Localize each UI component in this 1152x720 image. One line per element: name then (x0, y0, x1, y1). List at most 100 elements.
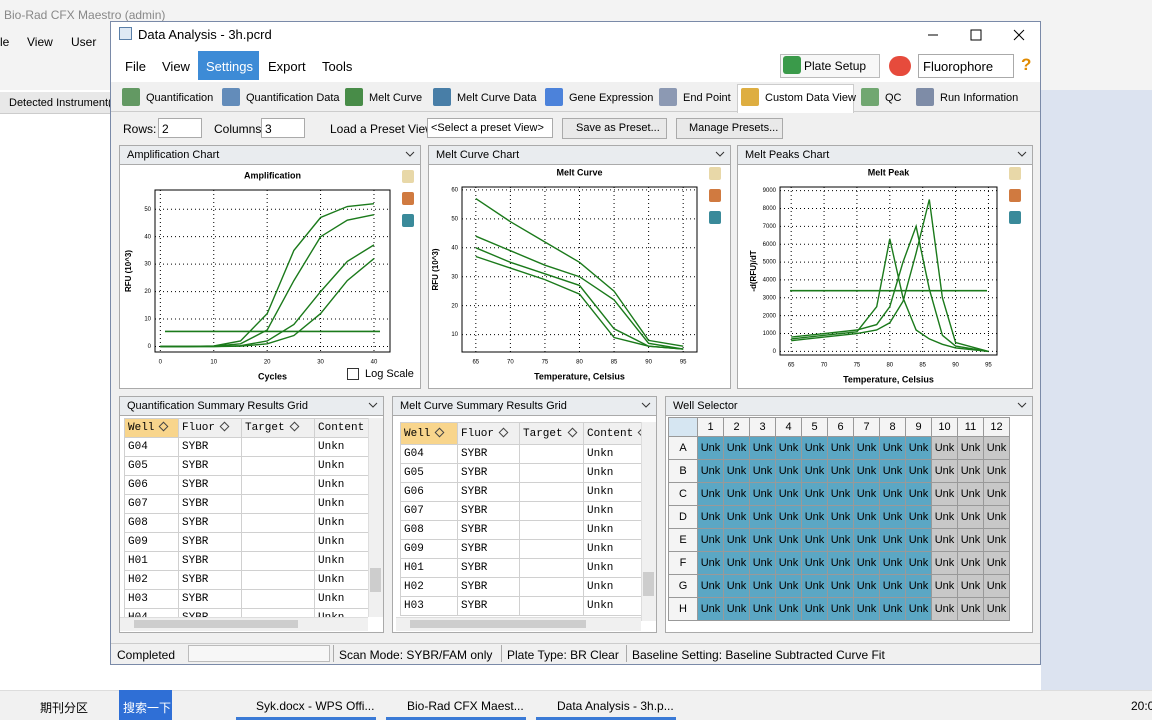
well-row-header[interactable]: C (668, 482, 698, 506)
grid-cell[interactable]: Unkn (314, 456, 368, 476)
tab[interactable]: Run Information (940, 92, 1019, 104)
grid-cell[interactable] (241, 437, 315, 457)
well-cell[interactable]: Unk (801, 436, 828, 460)
tab[interactable]: Quantification Data (246, 92, 340, 104)
grid-cell[interactable]: SYBR (457, 539, 520, 559)
well-cell[interactable]: Unk (749, 459, 776, 483)
taskbar-item[interactable]: 期刊分区 (40, 701, 89, 715)
well-cell[interactable]: Unk (697, 482, 724, 506)
grid-cell[interactable]: H01 (400, 558, 458, 578)
grid-header-label[interactable]: Content (587, 427, 634, 440)
grid-cell[interactable]: Unkn (583, 501, 641, 521)
grid-cell[interactable]: H04 (124, 608, 179, 617)
menu-item[interactable]: Tools (322, 59, 353, 74)
well-cell[interactable]: Unk (801, 482, 828, 506)
tab[interactable]: Gene Expression (569, 92, 654, 104)
well-column-header[interactable]: 8 (879, 417, 906, 437)
well-cell[interactable]: Unk (801, 574, 828, 598)
well-cell[interactable]: Unk (905, 459, 932, 483)
well-row-header[interactable]: F (668, 551, 698, 575)
log-scale-label[interactable]: Log Scale (365, 368, 414, 380)
grid-cell-text[interactable]: Unkn (318, 479, 345, 491)
well-cell[interactable]: Unk (905, 436, 932, 460)
well-cell[interactable]: Unk (983, 551, 1010, 575)
well-cell[interactable]: Unk (957, 597, 984, 621)
grid-cell[interactable]: Unkn (314, 513, 368, 533)
well-cell[interactable]: Unk (775, 436, 802, 460)
well-cell[interactable]: Unk (983, 436, 1010, 460)
grid-cell-text[interactable]: Unkn (587, 581, 614, 593)
well-column-header[interactable]: 9 (905, 417, 932, 437)
grid-cell[interactable]: Unkn (314, 475, 368, 495)
well-cell[interactable]: Unk (879, 528, 906, 552)
grid-header-label[interactable]: Fluor (461, 427, 495, 440)
grid-cell-text[interactable]: H01 (404, 562, 424, 574)
grid-cell[interactable] (519, 501, 584, 521)
menu-item[interactable]: Settings (206, 59, 253, 74)
panel-dropdown[interactable] (1017, 402, 1027, 410)
panel-dropdown[interactable] (1017, 151, 1027, 159)
grid-cell[interactable] (241, 513, 315, 533)
well-column-header[interactable]: 10 (931, 417, 958, 437)
scroll-thumb[interactable] (410, 620, 586, 628)
taskbar-item[interactable]: 搜索一下 (123, 701, 172, 715)
well-cell[interactable]: Unk (723, 597, 750, 621)
grid-cell-text[interactable]: Unkn (587, 543, 614, 555)
well-column-header[interactable]: 3 (749, 417, 776, 437)
grid-cell[interactable]: SYBR (178, 589, 242, 609)
grid-cell-text[interactable]: SYBR (182, 574, 209, 586)
well-row-header[interactable]: D (668, 505, 698, 529)
plate-setup-label[interactable]: Plate Setup (804, 59, 867, 73)
grid-cell[interactable]: SYBR (178, 570, 242, 590)
grid-cell-text[interactable]: H04 (128, 612, 148, 617)
rows-value[interactable]: 2 (162, 122, 169, 136)
grid-cell-text[interactable]: Unkn (587, 600, 614, 612)
tab[interactable]: Melt Curve (369, 92, 423, 104)
grid-cell[interactable]: H02 (400, 577, 458, 597)
well-cell[interactable]: Unk (905, 505, 932, 529)
grid-cell-text[interactable]: SYBR (182, 612, 208, 617)
grid-cell[interactable]: H02 (124, 570, 179, 590)
well-cell[interactable]: Unk (853, 505, 880, 529)
grid-cell[interactable] (241, 532, 315, 552)
grid-cell-text[interactable]: SYBR (182, 593, 209, 605)
tab[interactable]: End Point (683, 92, 731, 104)
grid-header-label[interactable]: Target (523, 427, 563, 440)
well-cell[interactable]: Unk (983, 482, 1010, 506)
well-column-header[interactable]: 5 (801, 417, 828, 437)
grid-cell-text[interactable]: SYBR (461, 581, 488, 593)
grid-cell-text[interactable]: Unkn (318, 460, 345, 472)
grid-cell[interactable]: H03 (400, 596, 458, 616)
well-cell[interactable]: Unk (879, 551, 906, 575)
well-cell[interactable]: Unk (957, 505, 984, 529)
grid-cell-text[interactable]: Unkn (587, 486, 614, 498)
well-cell[interactable]: Unk (983, 528, 1010, 552)
scroll-thumb[interactable] (370, 568, 381, 592)
grid-cell-text[interactable]: Unkn (587, 467, 614, 479)
grid-cell-text[interactable]: Unkn (318, 555, 345, 567)
grid-cell-text[interactable]: SYBR (182, 460, 209, 472)
well-cell[interactable]: Unk (827, 505, 854, 529)
grid-cell[interactable]: SYBR (178, 532, 242, 552)
well-cell[interactable]: Unk (931, 505, 958, 529)
well-cell[interactable]: Unk (697, 574, 724, 598)
grid-cell-text[interactable]: G06 (404, 486, 424, 498)
well-cell[interactable]: Unk (879, 482, 906, 506)
well-cell[interactable]: Unk (905, 597, 932, 621)
grid-header[interactable]: Well (400, 422, 458, 445)
grid-cell-text[interactable]: Unkn (587, 505, 614, 517)
grid-cell-text[interactable]: G09 (404, 543, 424, 555)
grid-cell-text[interactable]: G06 (128, 479, 148, 491)
grid-cell-text[interactable]: Unkn (318, 593, 345, 605)
vertical-scrollbar[interactable] (368, 418, 383, 617)
well-cell[interactable]: Unk (723, 528, 750, 552)
well-cell[interactable]: Unk (801, 505, 828, 529)
menu-item[interactable]: View (162, 59, 190, 74)
grid-cell-text[interactable]: G04 (404, 448, 424, 460)
well-row-header[interactable]: G (668, 574, 698, 598)
taskbar-item[interactable]: 20:0 (1131, 699, 1152, 713)
vertical-scrollbar[interactable] (641, 422, 656, 621)
well-cell[interactable]: Unk (879, 597, 906, 621)
background-menu[interactable]: le (0, 35, 10, 49)
well-cell[interactable]: Unk (931, 436, 958, 460)
